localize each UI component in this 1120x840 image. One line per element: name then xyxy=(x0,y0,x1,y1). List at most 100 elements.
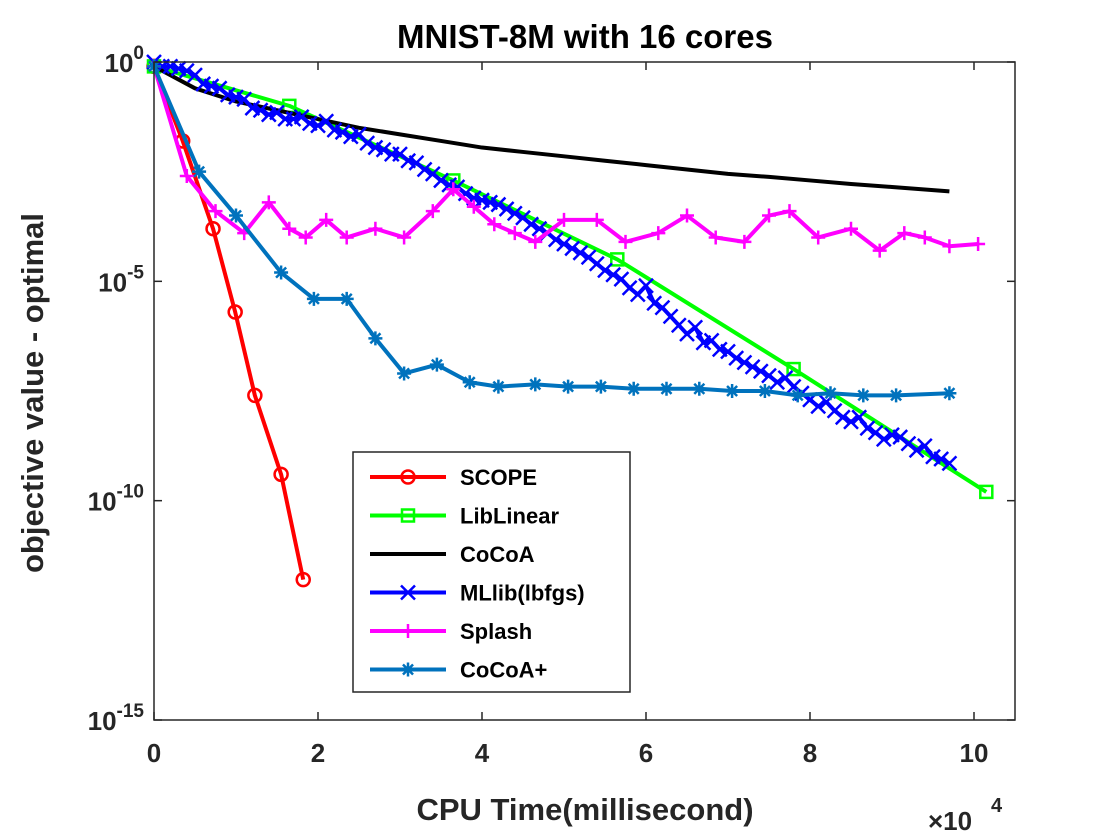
legend-item: SCOPE xyxy=(370,465,537,490)
data-point xyxy=(908,442,925,459)
data-point xyxy=(490,196,507,213)
legend-item: MLlib(lbfgs) xyxy=(370,581,585,606)
data-point xyxy=(859,420,876,437)
data-point xyxy=(252,102,269,119)
data-point xyxy=(557,212,571,227)
data-point xyxy=(375,141,392,158)
data-point xyxy=(247,387,263,404)
data-point xyxy=(933,451,950,467)
x-tick-label: 4 xyxy=(475,738,490,768)
data-point xyxy=(638,277,654,294)
data-point xyxy=(916,437,933,454)
data-point xyxy=(274,265,289,280)
data-point xyxy=(744,358,761,375)
data-point xyxy=(687,319,704,336)
data-point xyxy=(400,584,416,601)
data-point xyxy=(757,384,772,398)
data-point xyxy=(462,375,477,390)
data-point xyxy=(319,212,334,227)
series-line xyxy=(153,64,988,494)
series-liblinear xyxy=(146,59,994,500)
data-point xyxy=(790,388,805,403)
y-tick-label: 10-10 xyxy=(88,482,144,517)
legend-label: LibLinear xyxy=(460,504,559,529)
x-multiplier-exponent: 4 xyxy=(991,795,1003,817)
legend-box xyxy=(352,451,631,693)
data-point xyxy=(971,237,986,252)
data-point xyxy=(416,161,433,178)
data-point xyxy=(306,291,321,306)
data-point xyxy=(618,234,633,249)
legend-label: SCOPE xyxy=(460,465,537,490)
data-point xyxy=(528,377,543,392)
data-point xyxy=(659,381,674,396)
data-point xyxy=(737,234,752,249)
x-axis-label: CPU Time(millisecond) xyxy=(416,792,753,827)
legend-item: LibLinear xyxy=(370,504,559,529)
data-point xyxy=(528,234,543,249)
legend-label: Splash xyxy=(460,619,532,644)
data-point xyxy=(875,431,892,448)
series-mllib-lbfgs xyxy=(146,54,958,472)
data-point xyxy=(208,204,223,219)
data-point xyxy=(547,231,564,248)
data-point xyxy=(680,208,694,223)
chart-title: MNIST-8M with 16 cores xyxy=(397,18,773,55)
plot-area xyxy=(153,61,1016,721)
data-point xyxy=(339,291,354,306)
legend-item: Splash xyxy=(370,619,532,644)
legend-item: CoCoA xyxy=(370,542,535,567)
data-point xyxy=(229,208,243,223)
data-point xyxy=(786,361,801,377)
legend-label: CoCoA xyxy=(460,542,535,567)
y-axis-label: objective value - optimal xyxy=(15,213,50,573)
data-point xyxy=(651,226,666,241)
data-point xyxy=(273,466,289,483)
data-point xyxy=(556,236,572,252)
data-point xyxy=(889,388,904,403)
data-point xyxy=(564,240,581,257)
data-point xyxy=(400,508,416,523)
x-multiplier-base: ×10 xyxy=(928,806,972,836)
data-point xyxy=(610,252,625,267)
data-point xyxy=(498,201,515,217)
data-point xyxy=(359,135,376,152)
data-point xyxy=(941,455,958,472)
data-point xyxy=(626,381,641,396)
data-point xyxy=(728,350,745,366)
data-point xyxy=(295,571,311,588)
series-line xyxy=(152,65,306,581)
data-point xyxy=(487,217,502,232)
series-line xyxy=(153,64,950,194)
data-point xyxy=(593,379,608,394)
y-tick-label: 10-5 xyxy=(98,262,144,297)
y-tick-label: 100 xyxy=(105,43,145,78)
series-scope xyxy=(146,58,311,588)
series-cocoa xyxy=(153,64,950,194)
series-splash xyxy=(147,59,986,258)
data-point xyxy=(401,624,415,638)
data-point xyxy=(752,363,769,380)
x-tick-label: 6 xyxy=(639,738,653,768)
data-point xyxy=(397,366,412,381)
data-point xyxy=(810,398,827,415)
data-point xyxy=(823,386,838,401)
data-point xyxy=(368,331,383,346)
data-point xyxy=(227,304,243,320)
data-point xyxy=(942,239,957,254)
legend-label: CoCoA+ xyxy=(460,658,547,683)
data-point xyxy=(179,169,194,184)
data-point xyxy=(401,662,415,677)
x-tick-label: 0 xyxy=(147,738,161,768)
legend-label: MLlib(lbfgs) xyxy=(460,581,585,606)
data-point xyxy=(429,357,444,372)
data-point xyxy=(261,195,276,210)
y-tick-label: 10-15 xyxy=(88,701,145,736)
data-point xyxy=(491,379,506,394)
x-axis-multiplier: ×10 4 xyxy=(928,795,1003,836)
data-point xyxy=(942,386,957,401)
data-point xyxy=(725,384,740,398)
data-point xyxy=(736,354,753,371)
data-point xyxy=(782,204,797,219)
